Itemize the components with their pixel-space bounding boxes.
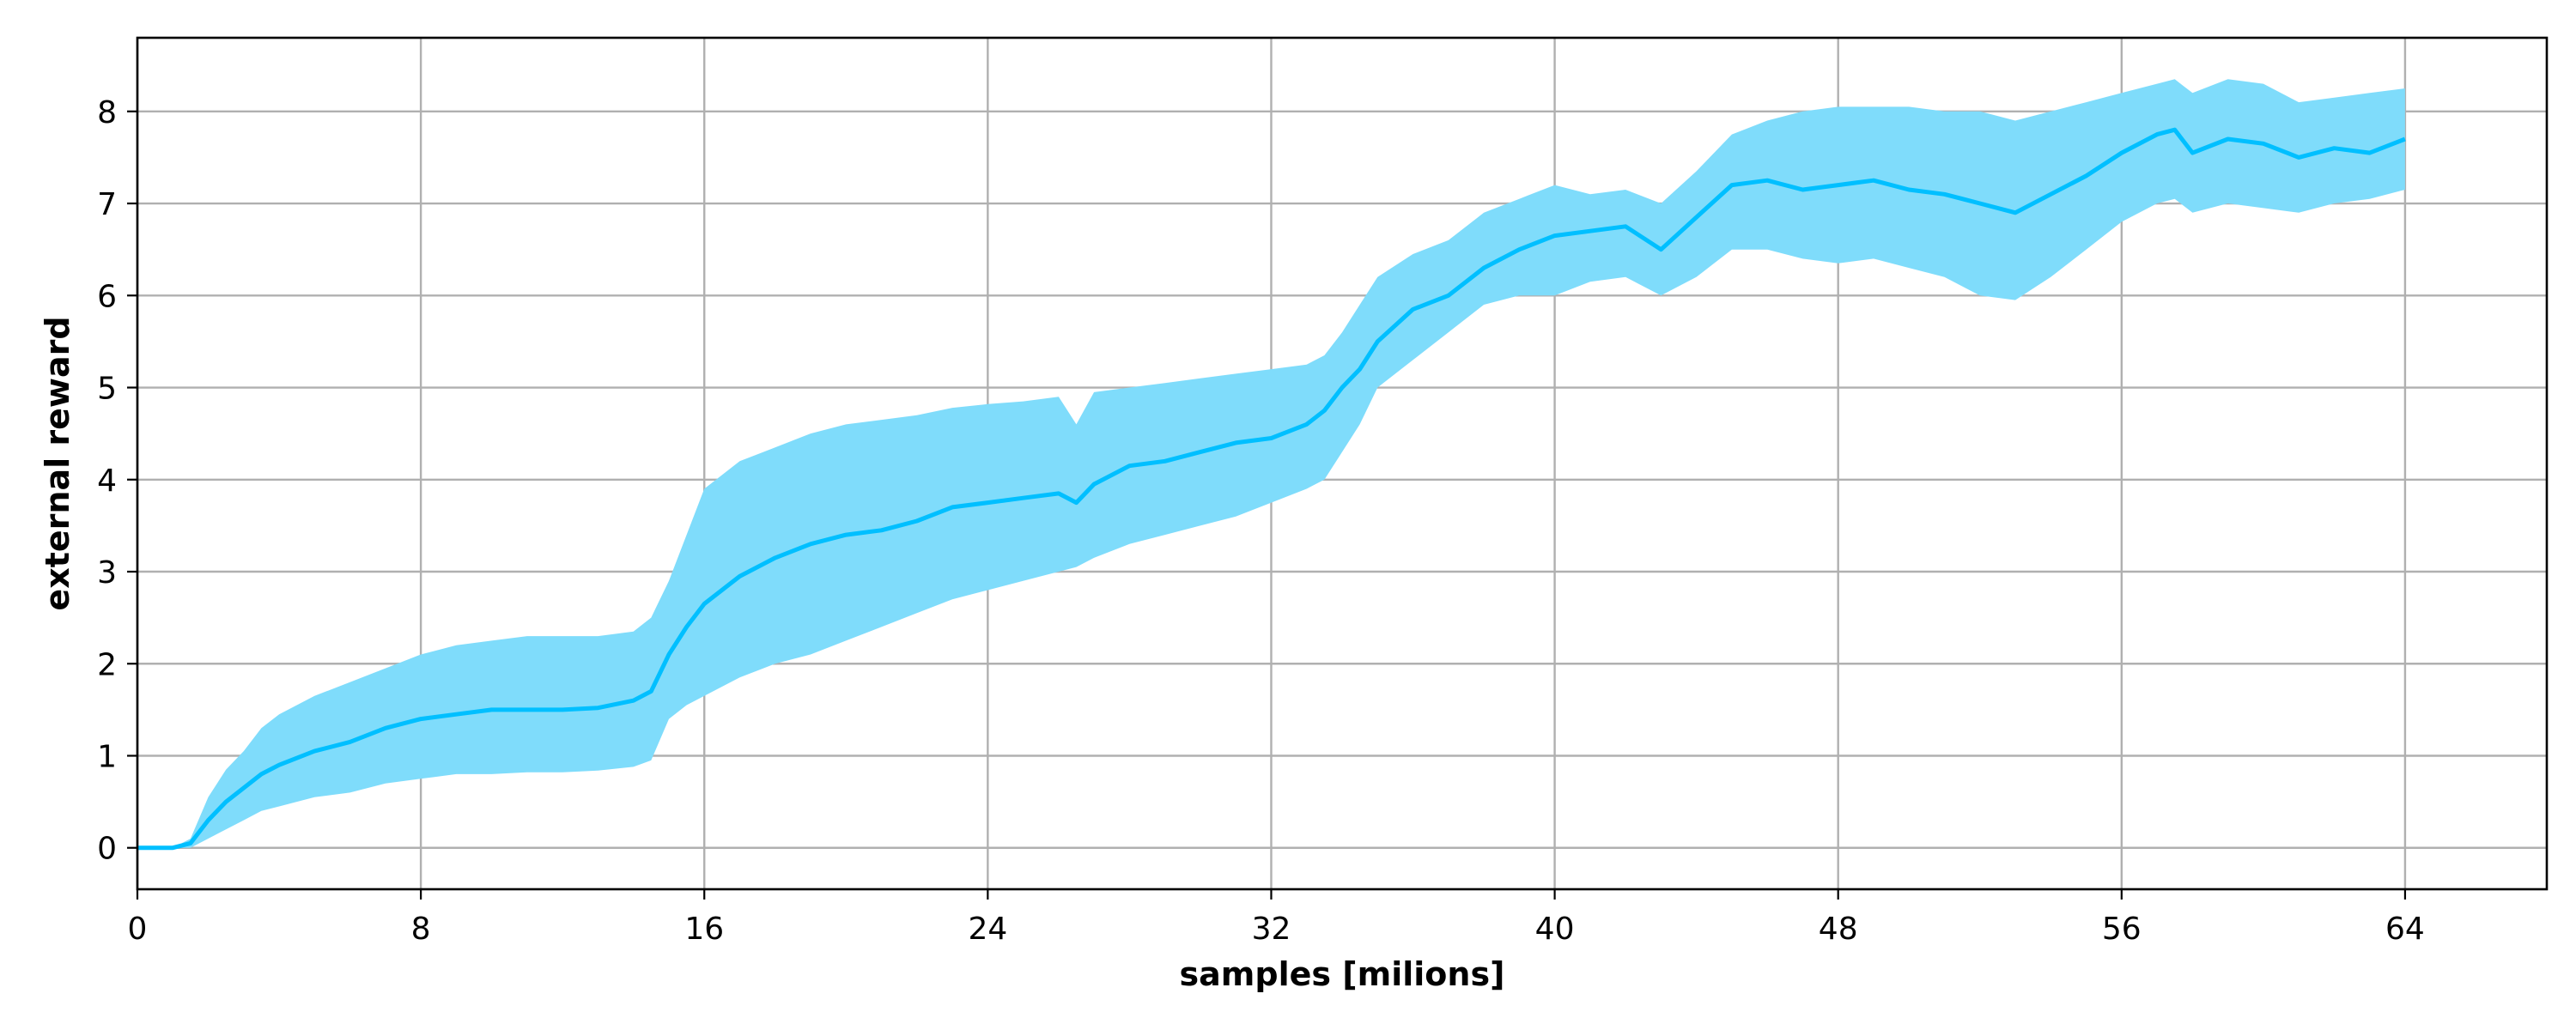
x-axis-ticks: 0 8 16 24 32 40 48 56 64 — [128, 889, 2425, 947]
x-tick-label: 56 — [2102, 912, 2142, 947]
y-tick-label: 2 — [97, 647, 117, 682]
x-tick-label: 64 — [2385, 912, 2425, 947]
y-tick-label: 8 — [97, 95, 117, 130]
y-axis-label: external reward — [39, 316, 76, 610]
x-tick-label: 8 — [411, 912, 431, 947]
y-axis-ticks: 0 1 2 3 4 5 6 7 8 — [97, 95, 137, 867]
std-band-area — [137, 79, 2405, 848]
x-tick-label: 32 — [1252, 912, 1291, 947]
y-tick-label: 7 — [97, 187, 117, 222]
x-tick-label: 40 — [1535, 912, 1575, 947]
mean-line — [137, 127, 2406, 851]
mean-reward-line — [137, 127, 2406, 851]
x-tick-label: 16 — [684, 912, 724, 947]
y-tick-label: 4 — [97, 464, 117, 499]
y-tick-label: 3 — [97, 555, 117, 591]
x-axis-label: samples [milions] — [1180, 955, 1505, 993]
y-tick-label: 1 — [97, 739, 117, 774]
plot-border — [136, 36, 2549, 891]
plot-frame — [136, 36, 2549, 891]
x-tick-label: 48 — [1819, 912, 1858, 947]
y-tick-label: 0 — [97, 832, 117, 867]
y-tick-label: 5 — [97, 372, 117, 407]
y-tick-label: 6 — [97, 279, 117, 314]
x-tick-label: 0 — [128, 912, 148, 947]
std-band — [137, 79, 2405, 848]
x-tick-label: 24 — [968, 912, 1007, 947]
